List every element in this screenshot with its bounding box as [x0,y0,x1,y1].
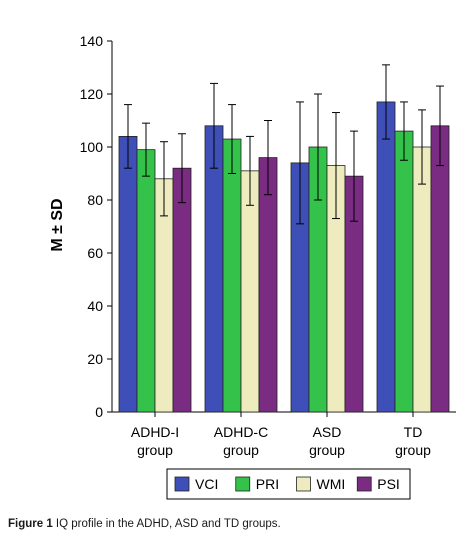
bar [430,125,450,413]
legend-label: PRI [256,476,279,492]
bar [258,157,278,413]
y-tick-label: 120 [80,86,104,102]
legend-swatch [174,476,190,492]
x-tick-label: ADHD-I [131,424,179,440]
legend-swatch [356,476,372,492]
legend-label: WMI [317,476,346,492]
x-tick-label: TD [404,424,423,440]
x-tick-label-line2: group [223,442,259,458]
legend-swatch [235,476,251,492]
bar [222,138,242,413]
x-tick-label-line2: group [395,442,431,458]
bar [376,101,396,413]
x-tick-label-line2: group [137,442,173,458]
x-tick-label-line2: group [309,442,345,458]
x-tick-label: ADHD-C [214,424,268,440]
y-tick-label: 40 [87,298,103,314]
figure-caption-text: IQ profile in the ADHD, ASD and TD group… [52,518,281,530]
bar [204,125,224,413]
legend-swatch [296,476,311,492]
bar [172,167,192,413]
legend-label: VCI [195,476,218,492]
plot-area: 0 20 40 60 80 100 120 140 ADHD-I group ADHD-C group… [80,33,456,458]
y-tick-label: 140 [80,33,104,49]
y-tick-label: 0 [95,404,103,420]
figure-caption-label: Figure 1 [8,518,53,530]
legend-label: PSI [377,476,400,492]
y-tick-label: 60 [87,245,103,261]
legend: VCI PRI WMI PSI [166,468,411,500]
bar [394,130,414,413]
bar [136,149,156,413]
figure-caption: Figure 1 IQ profile in the ADHD, ASD and… [8,518,281,530]
iq-bar-chart: 0 20 40 60 80 100 120 140 ADHD-I group ADHD-C group… [49,33,456,500]
x-tick-label: ASD [313,424,342,440]
y-tick-label: 20 [87,351,103,367]
bar [118,135,138,413]
y-axis-label: M ± SD [49,198,66,251]
y-tick-label: 100 [80,139,104,155]
y-tick-label: 80 [87,192,103,208]
bar [240,170,260,413]
bar [412,146,432,413]
